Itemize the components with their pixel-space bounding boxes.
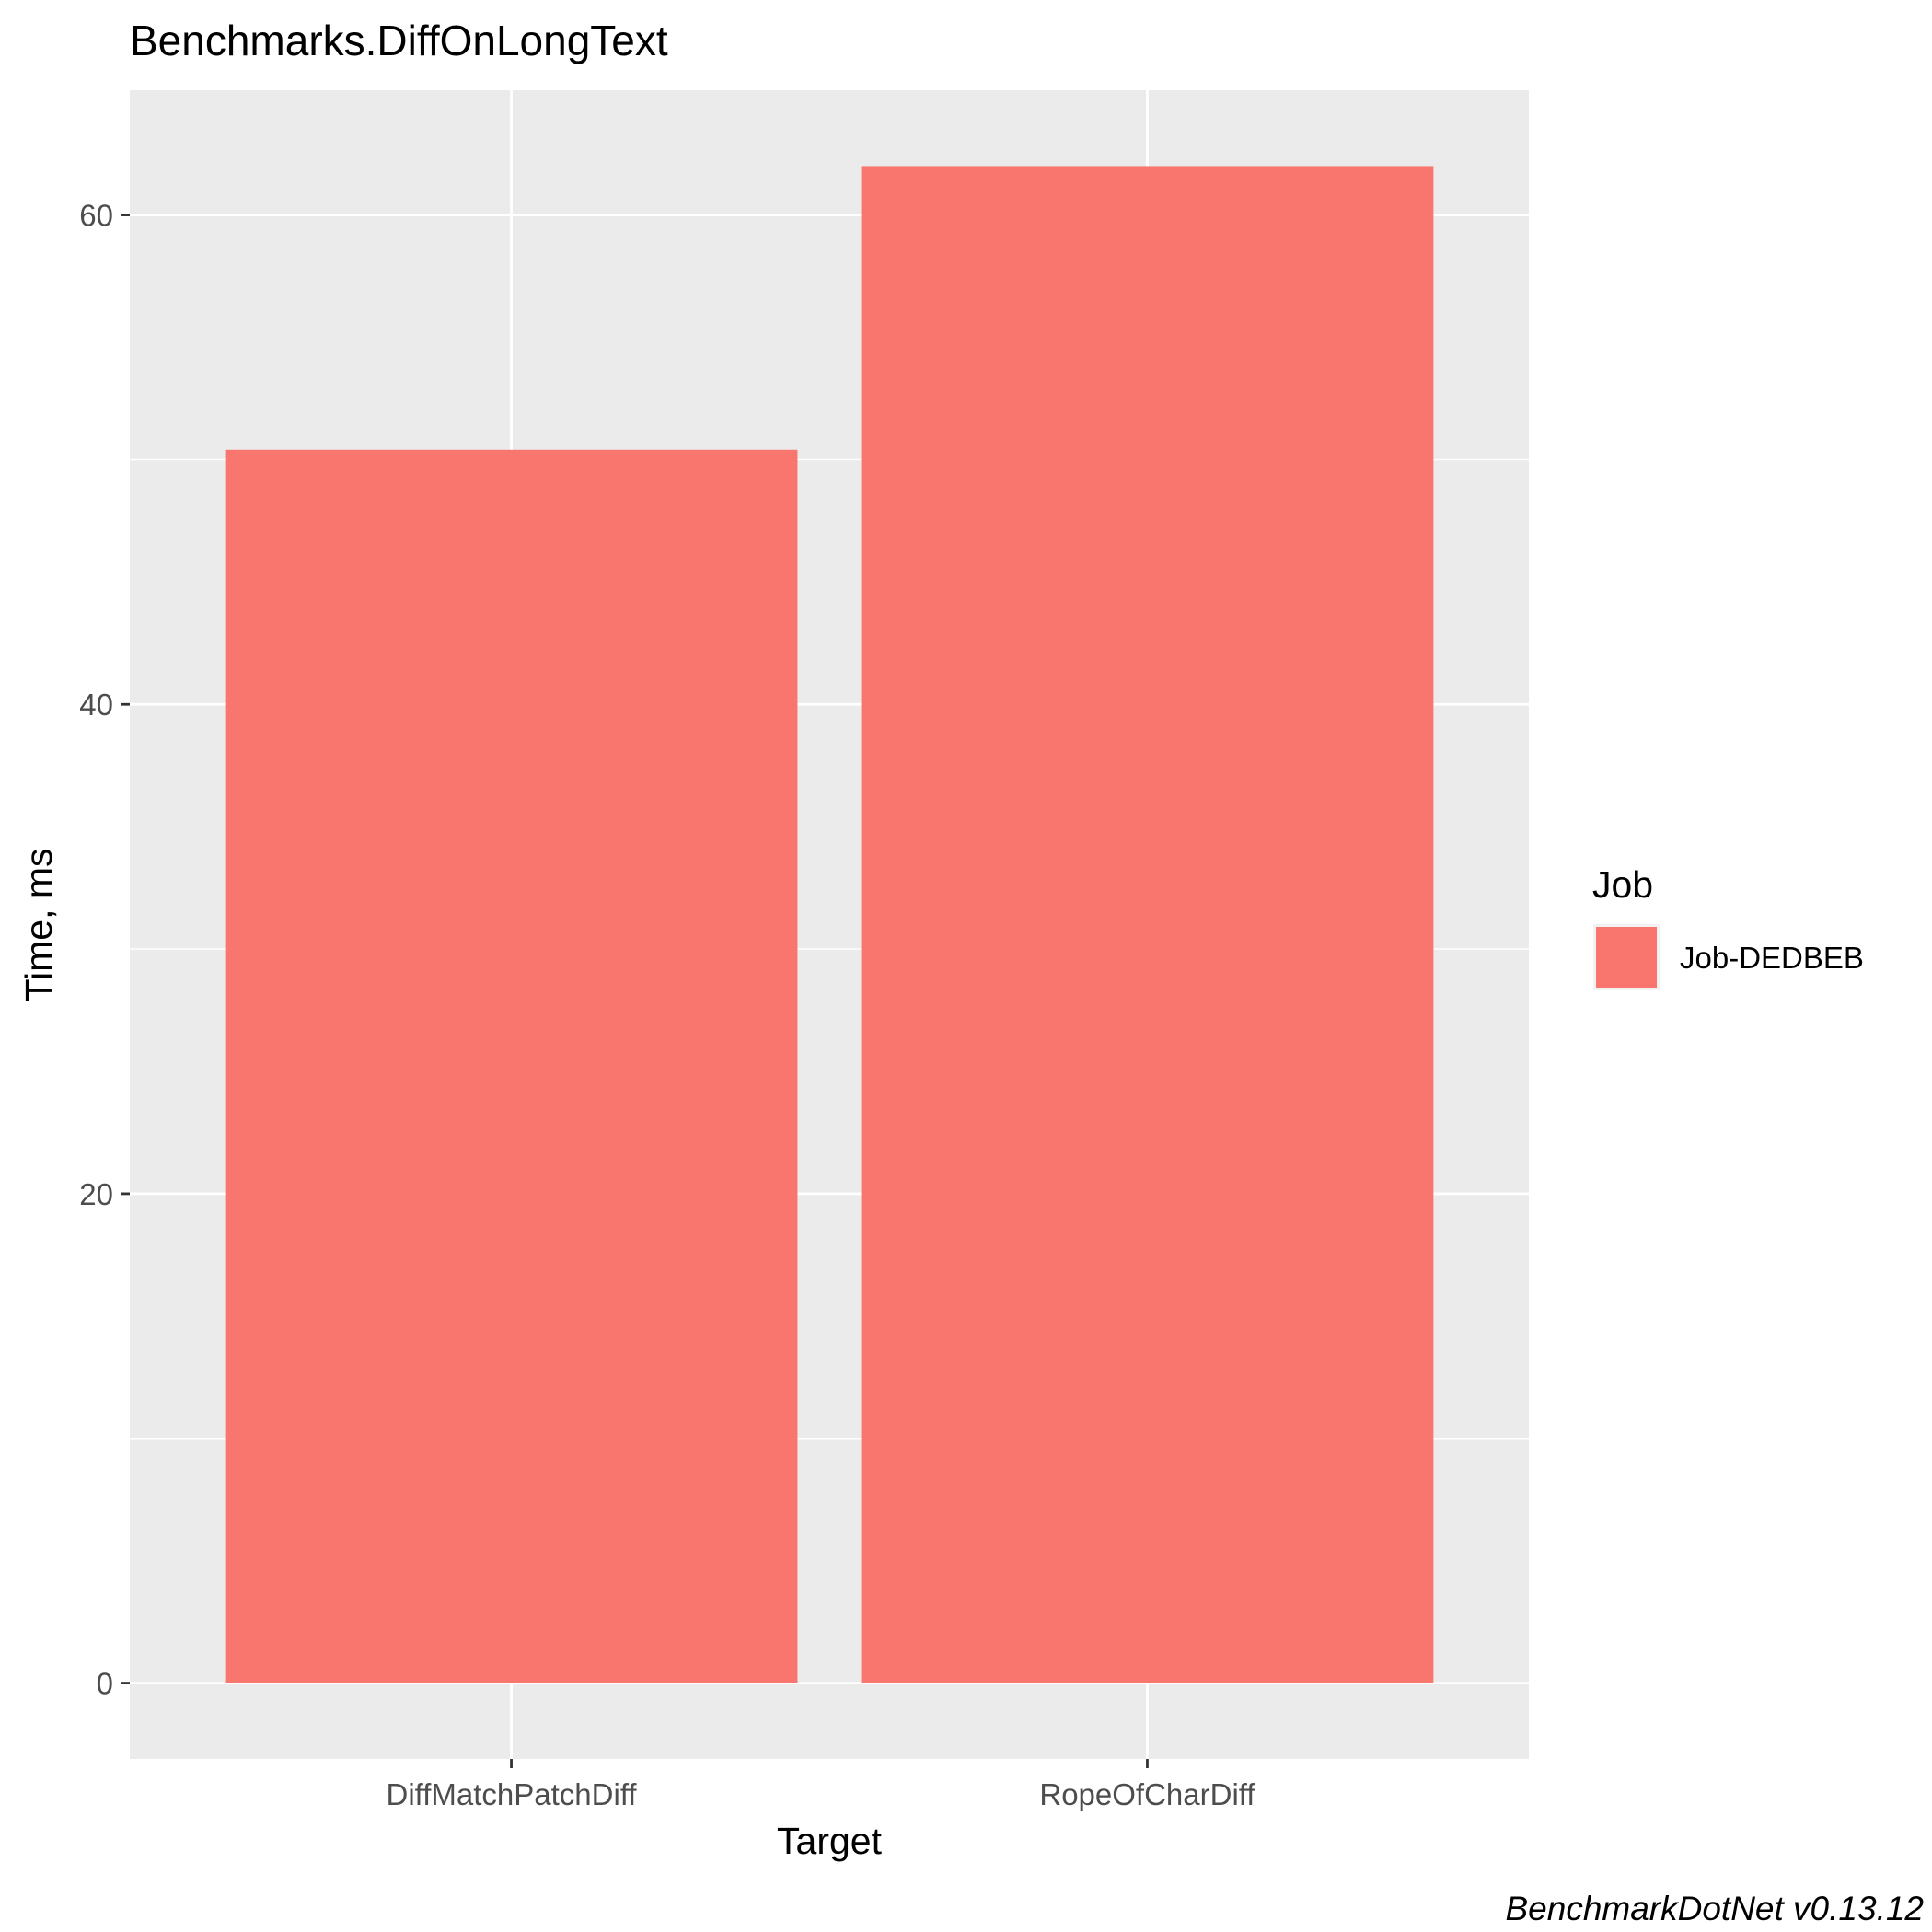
x-axis: DiffMatchPatchDiff RopeOfCharDiff <box>387 1759 1255 1811</box>
x-tick-label: RopeOfCharDiff <box>1039 1777 1255 1811</box>
y-tick-label: 20 <box>79 1177 113 1211</box>
x-axis-title: Target <box>777 1820 883 1862</box>
y-tick-label: 0 <box>97 1667 113 1701</box>
legend: Job Job-DEDBEB <box>1592 863 1864 990</box>
x-tick-label: DiffMatchPatchDiff <box>387 1777 638 1811</box>
y-axis: 0 20 40 60 <box>79 199 130 1701</box>
legend-label: Job-DEDBEB <box>1680 941 1864 975</box>
bar-RopeOfCharDiff <box>861 166 1434 1683</box>
y-tick-label: 60 <box>79 199 113 233</box>
bar-DiffMatchPatchDiff <box>225 449 798 1683</box>
caption: BenchmarkDotNet v0.13.12 <box>1505 1890 1924 1927</box>
legend-title: Job <box>1592 863 1653 906</box>
y-tick-label: 40 <box>79 688 113 722</box>
bars-group <box>225 166 1434 1683</box>
y-axis-title: Time, ms <box>17 848 60 1001</box>
legend-key-swatch <box>1596 927 1657 988</box>
chart-title: Benchmarks.DiffOnLongText <box>130 17 668 64</box>
